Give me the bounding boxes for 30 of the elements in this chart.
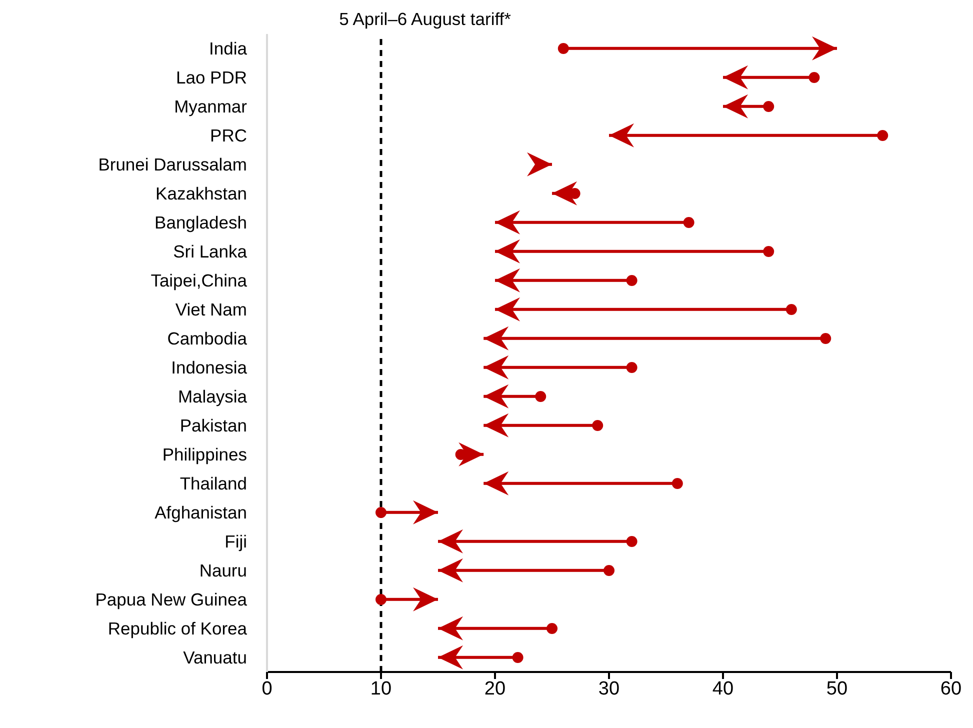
y-tick-label: Cambodia bbox=[167, 328, 248, 349]
y-tick-label: Nauru bbox=[199, 560, 247, 581]
x-tick-label: 40 bbox=[712, 678, 734, 700]
y-tick-label: Republic of Korea bbox=[108, 618, 248, 639]
y-tick-label: Thailand bbox=[180, 474, 247, 494]
y-tick-label: Papua New Guinea bbox=[95, 590, 248, 610]
x-tick-label: 50 bbox=[826, 678, 848, 700]
y-tick-label: Vanuatu bbox=[183, 648, 247, 668]
y-tick-label: Sri Lanka bbox=[173, 242, 248, 262]
y-tick-label: India bbox=[209, 38, 248, 59]
y-tick-label: Philippines bbox=[162, 444, 248, 465]
y-tick-label: Myanmar bbox=[174, 96, 248, 117]
x-tick-label: 20 bbox=[484, 678, 506, 700]
y-tick-label: Fiji bbox=[224, 532, 247, 552]
y-tick-label: Lao PDR bbox=[176, 68, 247, 88]
y-tick-label: Viet Nam bbox=[175, 300, 247, 320]
y-tick-label: Bangladesh bbox=[154, 212, 247, 233]
y-tick-label: PRC bbox=[210, 126, 247, 146]
y-tick-label: Malaysia bbox=[178, 386, 248, 407]
x-tick-label: 60 bbox=[940, 678, 962, 700]
y-tick-label: Taipei,China bbox=[150, 270, 248, 291]
ref-line-label: 5 April–6 August tariff* bbox=[339, 9, 512, 29]
y-tick-label: Kazakhstan bbox=[156, 184, 247, 204]
x-tick-label: 10 bbox=[370, 678, 392, 700]
y-tick-label: Brunei Darussalam bbox=[98, 154, 247, 175]
x-tick-label: 30 bbox=[598, 678, 620, 700]
y-tick-label: Afghanistan bbox=[154, 502, 247, 523]
y-tick-label: Pakistan bbox=[180, 416, 247, 436]
y-tick-label: Indonesia bbox=[171, 358, 248, 378]
x-tick-label: 0 bbox=[262, 678, 272, 700]
